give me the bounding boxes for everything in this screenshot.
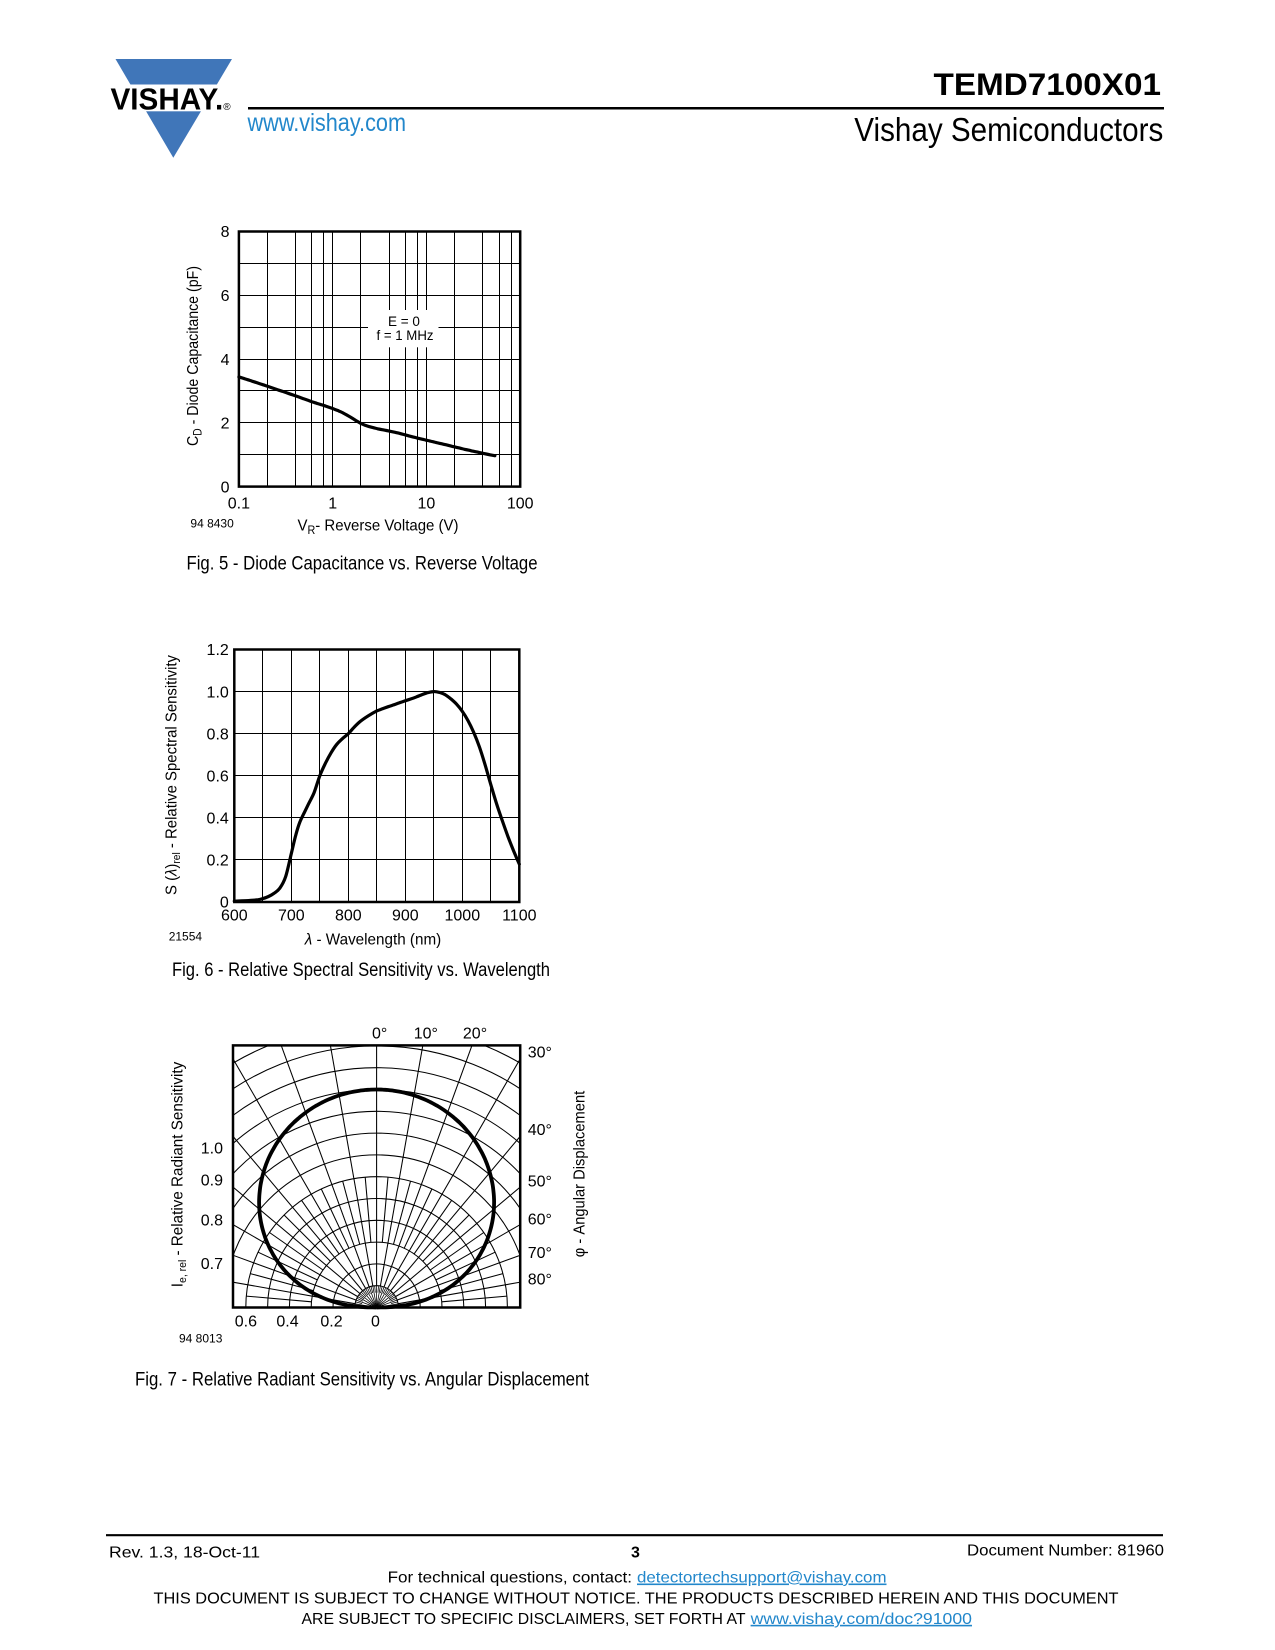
svg-text:For technical questions, conta: For technical questions, contact: [388,1570,632,1587]
svg-text:10°: 10° [414,1025,438,1042]
svg-text:40°: 40° [528,1122,552,1139]
svg-text:21554: 21554 [169,930,203,944]
svg-text:Vishay Semiconductors: Vishay Semiconductors [854,112,1163,149]
svg-text:0: 0 [371,1314,380,1331]
svg-text:1.2: 1.2 [207,642,229,659]
svg-text:Fig. 6 - Relative Spectral Sen: Fig. 6 - Relative Spectral Sensitivity v… [172,960,550,981]
svg-text:E = 0: E = 0 [388,314,420,329]
svg-text:0.8: 0.8 [207,726,229,743]
svg-text:1100: 1100 [502,907,537,924]
svg-text:8: 8 [221,224,230,241]
svg-text:detectortechsupport@vishay.com: detectortechsupport@vishay.com [637,1570,887,1587]
svg-text:94 8430: 94 8430 [190,517,234,531]
svg-text:30°: 30° [528,1044,552,1061]
svg-text:70°: 70° [528,1245,552,1262]
svg-text:0.6: 0.6 [235,1314,257,1331]
svg-text:1000: 1000 [445,907,481,924]
svg-text:ARE SUBJECT TO SPECIFIC DISCLA: ARE SUBJECT TO SPECIFIC DISCLAIMERS, SET… [302,1611,746,1628]
svg-text:Fig. 5 - Diode Capacitance vs.: Fig. 5 - Diode Capacitance vs. Reverse V… [187,553,538,574]
svg-text:94 8013: 94 8013 [179,1331,223,1345]
svg-text:Ie, rel - Relative Radiant Sen: Ie, rel - Relative Radiant Sensitivity [170,1062,190,1288]
svg-text:λ - Wavelength (nm): λ - Wavelength (nm) [304,931,441,948]
svg-text:20°: 20° [463,1025,487,1042]
svg-text:VISHAY.: VISHAY. [111,82,224,117]
svg-text:1: 1 [328,496,337,513]
svg-text:6: 6 [221,288,230,305]
svg-text:0°: 0° [372,1025,387,1042]
svg-text:®: ® [223,102,231,113]
svg-text:0.6: 0.6 [207,769,229,786]
svg-text:0: 0 [220,895,229,912]
svg-text:φ - Angular Displacement: φ - Angular Displacement [572,1090,589,1257]
svg-text:1.0: 1.0 [207,684,229,701]
svg-text:CD - Diode Capacitance (pF): CD - Diode Capacitance (pF) [185,266,205,446]
svg-text:600: 600 [221,907,248,924]
svg-text:10: 10 [418,496,436,513]
svg-text:0.4: 0.4 [276,1314,298,1331]
svg-text:80°: 80° [528,1272,552,1289]
svg-text:0.4: 0.4 [207,811,229,828]
svg-text:Fig. 7 - Relative Radiant Sens: Fig. 7 - Relative Radiant Sensitivity vs… [135,1370,590,1391]
svg-text:2: 2 [221,416,230,433]
svg-text:0.1: 0.1 [228,496,250,513]
svg-text:0.7: 0.7 [201,1256,223,1273]
svg-text:1.0: 1.0 [201,1141,223,1158]
svg-text:THIS DOCUMENT IS SUBJECT TO CH: THIS DOCUMENT IS SUBJECT TO CHANGE WITHO… [154,1591,1119,1608]
svg-text:Rev. 1.3, 18-Oct-11: Rev. 1.3, 18-Oct-11 [109,1544,260,1561]
svg-text:3: 3 [631,1544,640,1561]
svg-text:www.vishay.com/doc?91000: www.vishay.com/doc?91000 [749,1611,972,1628]
svg-text:0.2: 0.2 [207,853,229,870]
svg-text:0.8: 0.8 [201,1213,223,1230]
svg-text:0: 0 [221,479,230,496]
svg-text:f = 1 MHz: f = 1 MHz [377,328,434,343]
svg-text:800: 800 [335,907,362,924]
svg-text:100: 100 [507,496,534,513]
svg-text:700: 700 [278,907,305,924]
svg-text:50°: 50° [528,1174,552,1191]
svg-text:TEMD7100X01: TEMD7100X01 [934,66,1162,102]
svg-text:0.9: 0.9 [201,1173,223,1190]
svg-text:www.vishay.com: www.vishay.com [247,109,406,137]
svg-text:S (λ)rel - Relative Spectral S: S (λ)rel - Relative Spectral Sensitivity [164,655,184,895]
svg-text:VR- Reverse Voltage (V): VR- Reverse Voltage (V) [298,518,459,538]
svg-text:900: 900 [392,907,419,924]
svg-text:4: 4 [221,352,230,369]
svg-text:0.2: 0.2 [320,1314,342,1331]
svg-text:Document Number: 81960: Document Number: 81960 [967,1543,1164,1560]
svg-text:60°: 60° [528,1212,552,1229]
